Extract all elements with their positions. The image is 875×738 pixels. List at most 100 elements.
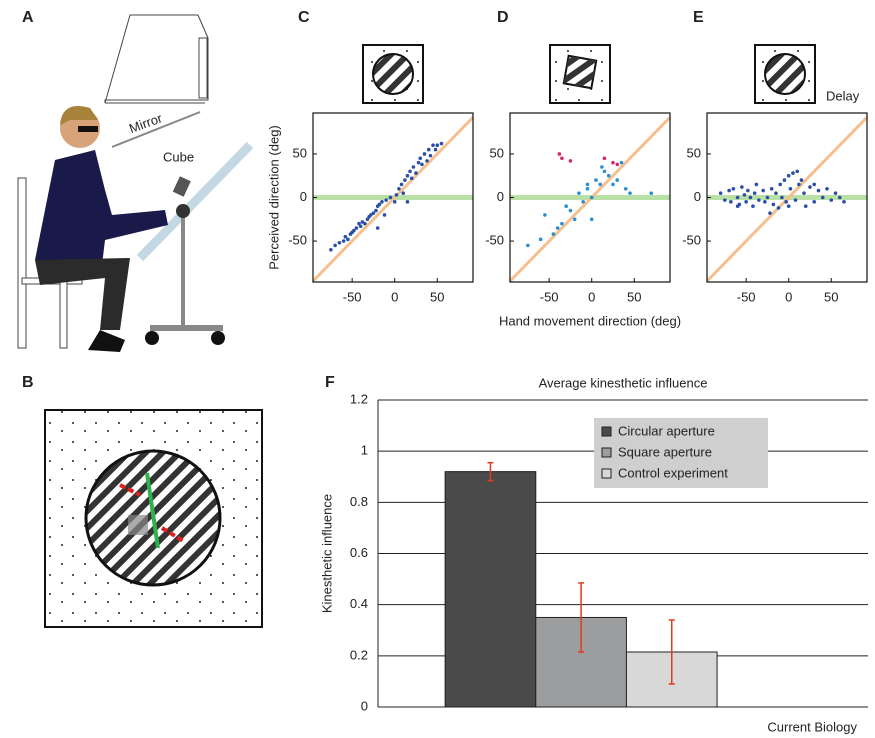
point [422, 152, 427, 156]
point [425, 159, 429, 163]
point [401, 191, 406, 195]
point [560, 221, 564, 226]
y-tick-label: 0 [300, 189, 307, 204]
y-axis-label: Kinesthetic influence [319, 494, 334, 613]
point [341, 239, 346, 243]
point [795, 169, 800, 174]
point [780, 195, 784, 200]
y-tick-label: 0.8 [350, 494, 368, 509]
y-tick-label: 1 [361, 443, 368, 458]
legend-swatch [601, 447, 612, 458]
point [394, 193, 399, 197]
panel-letter: C [298, 9, 310, 26]
point [731, 186, 736, 191]
y-tick-label: 50 [490, 145, 504, 160]
y-tick-label: 0.6 [350, 545, 368, 560]
point [803, 204, 808, 209]
point [776, 206, 781, 210]
chart-title: Average kinesthetic influence [539, 375, 708, 390]
point [594, 178, 598, 182]
point [649, 191, 654, 195]
point [403, 178, 407, 182]
point [615, 162, 620, 167]
x-tick-label: 50 [627, 289, 641, 304]
point [416, 160, 421, 165]
bar [444, 471, 537, 708]
panel-letter: F [325, 374, 335, 391]
point [598, 182, 603, 187]
point [360, 220, 365, 224]
point [343, 234, 348, 239]
x-tick-label: -50 [737, 289, 756, 304]
point [333, 243, 337, 248]
point [797, 182, 801, 187]
legend-swatch [601, 426, 612, 437]
point [763, 200, 767, 204]
point [619, 160, 624, 165]
point [751, 204, 755, 209]
legend-label: Control experiment [618, 465, 728, 480]
point [589, 217, 594, 222]
y-tick-label: 50 [687, 145, 701, 160]
x-tick-label: 0 [588, 289, 595, 304]
point [392, 200, 397, 204]
point [602, 169, 607, 174]
point [825, 186, 829, 191]
point [543, 213, 547, 217]
point [791, 171, 795, 175]
point [611, 182, 615, 187]
x-tick-label: 50 [824, 289, 838, 304]
point [352, 228, 356, 233]
point [774, 191, 778, 195]
x-tick-label: -50 [540, 289, 559, 304]
x-tick-label: -50 [343, 289, 362, 304]
x-axis-label: Hand movement direction (deg) [499, 313, 681, 328]
point [337, 240, 342, 245]
y-tick-label: 50 [293, 145, 307, 160]
point [754, 182, 759, 187]
legend-label: Square aperture [618, 444, 712, 459]
point [346, 237, 350, 242]
point [411, 165, 416, 169]
point [375, 226, 380, 230]
credit: Current Biology [767, 719, 857, 734]
point [581, 200, 585, 204]
point [358, 224, 363, 229]
point [557, 152, 562, 156]
point [577, 191, 581, 195]
point [786, 173, 791, 178]
legend-box [594, 418, 768, 488]
point [384, 198, 388, 202]
point [405, 200, 410, 204]
point [374, 208, 378, 213]
point [746, 188, 750, 193]
point [768, 211, 772, 215]
x-tick-label: 0 [785, 289, 792, 304]
identity-line [705, 116, 869, 283]
point [585, 182, 590, 187]
point [784, 200, 788, 204]
point [778, 182, 782, 187]
point [380, 200, 384, 204]
point [418, 156, 423, 161]
point [615, 178, 620, 182]
point [812, 200, 817, 204]
y-tick-label: 0.2 [350, 647, 368, 662]
stimulus-illustration [44, 409, 263, 628]
panel-letter: B [22, 374, 34, 391]
point [606, 173, 611, 178]
point [600, 165, 604, 169]
point [420, 162, 424, 167]
point [769, 186, 774, 191]
point [744, 200, 748, 204]
point [538, 237, 543, 242]
point [742, 193, 747, 197]
y-tick-label: 0 [497, 189, 504, 204]
point [765, 195, 770, 200]
point [409, 176, 414, 181]
point [551, 232, 556, 236]
point [623, 186, 628, 191]
point [799, 178, 804, 182]
point [365, 217, 370, 222]
